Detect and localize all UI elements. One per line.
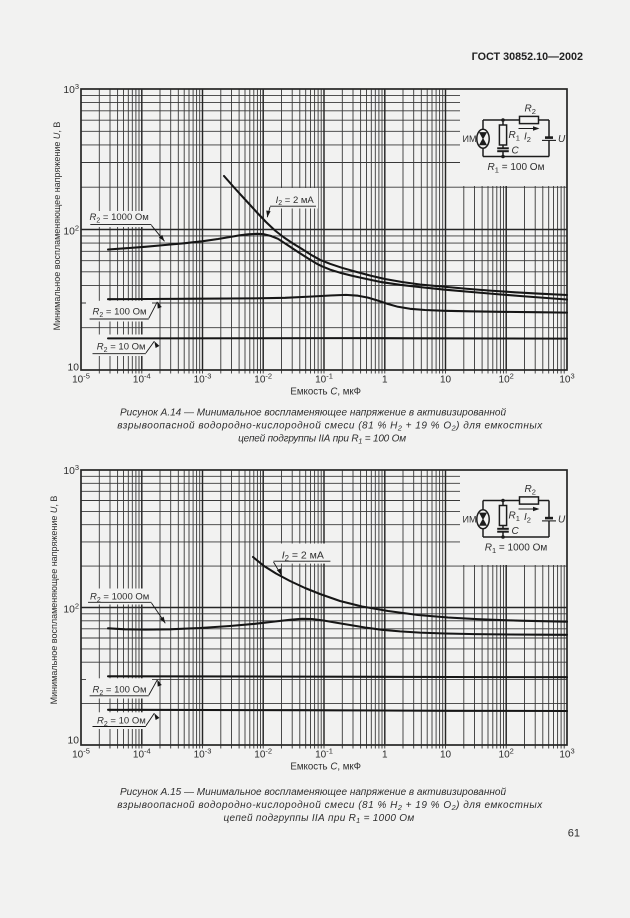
svg-text:взрывоопасной водородно-кислор: взрывоопасной водородно-кислородной смес… [117,420,543,432]
svg-text:R1 = 1000 Ом: R1 = 1000 Ом [485,543,548,556]
svg-text:Минимальное воспламеняющее нап: Минимальное воспламеняющее напряжение U,… [52,122,62,331]
svg-text:Минимальное воспламеняющее нап: Минимальное воспламеняющее напряжение U,… [49,496,59,705]
svg-text:10: 10 [68,735,80,746]
svg-text:ИМ: ИМ [463,514,477,524]
svg-text:10: 10 [68,362,80,373]
svg-text:цепей подгруппы IIА при R1 = 1: цепей подгруппы IIА при R1 = 100 Ом [238,433,406,445]
svg-text:цепей подгруппы IIА при R1 = 1: цепей подгруппы IIА при R1 = 1000 Ом [223,813,414,825]
svg-text:61: 61 [568,828,580,840]
svg-text:R2 = 1000 Ом: R2 = 1000 Ом [90,212,149,224]
svg-text:I2 = 2 мА: I2 = 2 мА [282,550,324,563]
svg-text:I2: I2 [524,512,531,525]
svg-text:1: 1 [382,375,388,386]
svg-text:10: 10 [440,750,452,761]
svg-text:R2 = 10 Ом: R2 = 10 Ом [97,716,146,728]
svg-text:ИМ: ИМ [463,134,477,144]
svg-text:Емкость С, мкФ: Емкость С, мкФ [290,387,361,398]
svg-text:C: C [512,146,520,157]
svg-text:1: 1 [382,750,388,761]
svg-text:I2: I2 [524,132,531,145]
svg-text:ГОСТ 30852.10—2002: ГОСТ 30852.10—2002 [472,51,583,63]
svg-text:взрывоопасной водородно-кислор: взрывоопасной водородно-кислородной смес… [117,800,543,812]
svg-text:Емкость С, мкФ: Емкость С, мкФ [290,762,361,773]
svg-text:I2 = 2 мА: I2 = 2 мА [276,195,315,207]
svg-text:R2: R2 [525,104,536,117]
svg-text:R2 = 100 Ом: R2 = 100 Ом [93,685,147,697]
svg-text:10: 10 [440,375,452,386]
svg-text:C: C [512,526,520,537]
svg-text:Рисунок А.15 — Минимальное вос: Рисунок А.15 — Минимальное воспламеняюще… [120,787,506,798]
svg-text:R2: R2 [525,484,536,497]
svg-text:U: U [558,134,566,145]
svg-text:Рисунок А.14 — Минимальное вос: Рисунок А.14 — Минимальное воспламеняюще… [120,407,506,418]
svg-text:R1: R1 [509,130,520,143]
svg-text:R2 = 10 Ом: R2 = 10 Ом [97,342,146,354]
svg-text:R1 = 100 Ом: R1 = 100 Ом [488,162,545,175]
svg-text:U: U [558,515,566,526]
svg-text:R2 = 100 Ом: R2 = 100 Ом [93,307,147,319]
svg-text:R1: R1 [509,511,520,524]
svg-text:R2 = 1000 Ом: R2 = 1000 Ом [90,592,149,604]
